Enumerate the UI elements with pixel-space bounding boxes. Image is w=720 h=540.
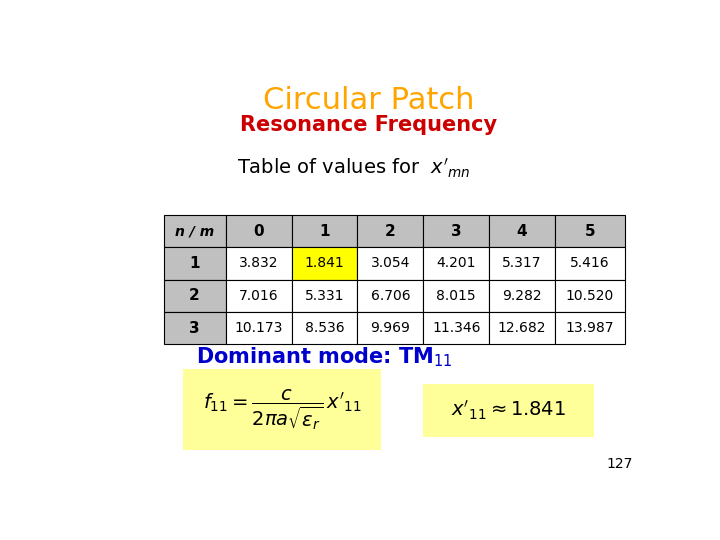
Bar [183,369,381,450]
Bar [292,247,357,280]
Bar [423,215,489,247]
Bar [225,312,292,345]
Bar [357,312,423,345]
Text: 9.969: 9.969 [370,321,410,335]
Text: 2: 2 [189,288,200,303]
Bar [225,280,292,312]
Text: 5.317: 5.317 [503,256,542,271]
Text: n / m: n / m [175,224,215,238]
Bar [489,312,555,345]
Text: $f_{11} = \dfrac{c}{2\pi a\sqrt{\varepsilon_r}}\, x'_{11}$: $f_{11} = \dfrac{c}{2\pi a\sqrt{\varepsi… [202,387,361,432]
Bar [225,247,292,280]
Text: 1: 1 [189,256,200,271]
Bar [357,215,423,247]
Text: Table of values for  $x'_{mn}$: Table of values for $x'_{mn}$ [237,157,470,180]
Text: 3: 3 [189,321,200,336]
Bar [163,280,225,312]
Bar [163,312,225,345]
Bar [555,247,625,280]
Bar [292,312,357,345]
Text: 5.331: 5.331 [305,289,344,303]
Bar [489,280,555,312]
Text: 12.682: 12.682 [498,321,546,335]
Text: 127: 127 [606,457,632,471]
Text: 13.987: 13.987 [566,321,614,335]
Bar [225,215,292,247]
Bar [292,280,357,312]
Text: 0: 0 [253,224,264,239]
Text: 4: 4 [517,224,527,239]
Text: 5: 5 [585,224,595,239]
Text: 3: 3 [451,224,462,239]
Bar [423,384,594,437]
Bar [555,280,625,312]
Text: 1.841: 1.841 [305,256,344,271]
Bar [357,280,423,312]
Bar [555,215,625,247]
Bar [423,280,489,312]
Bar [163,247,225,280]
Text: 10.173: 10.173 [235,321,283,335]
Text: 3.054: 3.054 [371,256,410,271]
Text: 5.416: 5.416 [570,256,610,271]
Text: Circular Patch: Circular Patch [264,86,474,116]
Bar [357,247,423,280]
Bar [292,215,357,247]
Text: 8.015: 8.015 [436,289,476,303]
Text: 6.706: 6.706 [371,289,410,303]
Bar [163,215,225,247]
Bar [489,247,555,280]
Text: 7.016: 7.016 [239,289,279,303]
Bar [555,312,625,345]
Text: Dominant mode: TM$_{11}$: Dominant mode: TM$_{11}$ [196,346,453,369]
Text: 4.201: 4.201 [436,256,476,271]
Text: 3.832: 3.832 [239,256,279,271]
Bar [423,312,489,345]
Bar [423,247,489,280]
Text: 2: 2 [385,224,396,239]
Text: 10.520: 10.520 [566,289,614,303]
Text: 1: 1 [319,224,330,239]
Bar [489,215,555,247]
Text: $x'_{11} \approx 1.841$: $x'_{11} \approx 1.841$ [451,399,566,422]
Text: 11.346: 11.346 [432,321,480,335]
Text: Resonance Frequency: Resonance Frequency [240,115,498,135]
Text: 9.282: 9.282 [503,289,542,303]
Text: 8.536: 8.536 [305,321,344,335]
